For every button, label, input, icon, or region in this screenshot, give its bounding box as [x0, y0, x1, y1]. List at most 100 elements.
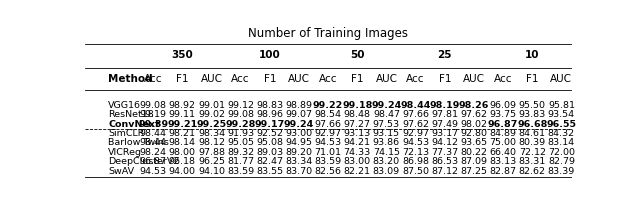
- Text: 93.00: 93.00: [285, 129, 312, 138]
- Text: Acc: Acc: [494, 74, 513, 84]
- Text: 86.98: 86.98: [402, 157, 429, 166]
- Text: 94.12: 94.12: [431, 138, 458, 147]
- Text: 94.53: 94.53: [402, 138, 429, 147]
- Text: 83.00: 83.00: [344, 157, 371, 166]
- Text: 75.00: 75.00: [490, 138, 516, 147]
- Text: F1: F1: [351, 74, 364, 84]
- Text: 95.81: 95.81: [548, 101, 575, 110]
- Text: 92.97: 92.97: [315, 129, 342, 138]
- Text: 82.47: 82.47: [256, 157, 284, 166]
- Text: Acc: Acc: [319, 74, 337, 84]
- Text: 93.86: 93.86: [373, 138, 400, 147]
- Text: Barlow Twins: Barlow Twins: [108, 138, 169, 147]
- Text: 25: 25: [438, 50, 452, 60]
- Text: AUC: AUC: [376, 74, 397, 84]
- Text: F1: F1: [438, 74, 451, 84]
- Text: 87.50: 87.50: [402, 167, 429, 176]
- Text: 99.25: 99.25: [196, 120, 227, 128]
- Text: 98.54: 98.54: [315, 110, 342, 119]
- Text: 83.34: 83.34: [285, 157, 312, 166]
- Text: 83.20: 83.20: [373, 157, 400, 166]
- Text: 84.32: 84.32: [548, 129, 575, 138]
- Text: 98.24: 98.24: [140, 148, 166, 157]
- Text: 93.65: 93.65: [460, 138, 488, 147]
- Text: 99.12: 99.12: [227, 101, 254, 110]
- Text: 83.70: 83.70: [285, 167, 312, 176]
- Text: 87.12: 87.12: [431, 167, 458, 176]
- Text: 98.83: 98.83: [256, 101, 284, 110]
- Text: 74.33: 74.33: [344, 148, 371, 157]
- Text: 96.87: 96.87: [488, 120, 518, 128]
- Text: 99.28: 99.28: [225, 120, 256, 128]
- Text: 98.00: 98.00: [169, 148, 196, 157]
- Text: 96.68: 96.68: [517, 120, 547, 128]
- Text: 98.12: 98.12: [198, 138, 225, 147]
- Text: 83.39: 83.39: [548, 167, 575, 176]
- Text: AUC: AUC: [288, 74, 310, 84]
- Text: 86.53: 86.53: [431, 157, 458, 166]
- Text: 89.03: 89.03: [256, 148, 284, 157]
- Text: 83.31: 83.31: [518, 157, 546, 166]
- Text: 99.39: 99.39: [138, 120, 168, 128]
- Text: 82.21: 82.21: [344, 167, 371, 176]
- Text: 91.93: 91.93: [227, 129, 254, 138]
- Text: 99.17: 99.17: [255, 120, 285, 128]
- Text: Number of Training Images: Number of Training Images: [248, 27, 408, 40]
- Text: 94.53: 94.53: [140, 167, 166, 176]
- Text: 74.15: 74.15: [373, 148, 400, 157]
- Text: 99.07: 99.07: [285, 110, 312, 119]
- Text: 98.47: 98.47: [373, 110, 400, 119]
- Text: 83.59: 83.59: [227, 167, 254, 176]
- Text: 92.52: 92.52: [256, 129, 284, 138]
- Text: 99.24: 99.24: [371, 101, 401, 110]
- Text: 99.22: 99.22: [313, 101, 343, 110]
- Text: 96.25: 96.25: [198, 157, 225, 166]
- Text: 99.11: 99.11: [169, 110, 196, 119]
- Text: SwAV: SwAV: [108, 167, 134, 176]
- Text: AUC: AUC: [200, 74, 223, 84]
- Text: 93.83: 93.83: [518, 110, 546, 119]
- Text: 95.05: 95.05: [227, 138, 254, 147]
- Text: VICReg: VICReg: [108, 148, 142, 157]
- Text: 93.54: 93.54: [548, 110, 575, 119]
- Text: 99.24: 99.24: [284, 120, 314, 128]
- Text: DeepClusterV2: DeepClusterV2: [108, 157, 179, 166]
- Text: ResNet18: ResNet18: [108, 110, 154, 119]
- Text: 99.01: 99.01: [198, 101, 225, 110]
- Text: 98.48: 98.48: [344, 110, 371, 119]
- Text: 98.19: 98.19: [429, 101, 460, 110]
- Text: F1: F1: [526, 74, 538, 84]
- Text: 72.12: 72.12: [519, 148, 546, 157]
- Text: VGG16: VGG16: [108, 101, 141, 110]
- Text: 83.55: 83.55: [256, 167, 284, 176]
- Text: 92.80: 92.80: [460, 129, 488, 138]
- Text: 98.44: 98.44: [401, 101, 431, 110]
- Text: 83.59: 83.59: [314, 157, 342, 166]
- Text: SimCLR: SimCLR: [108, 129, 145, 138]
- Text: 77.37: 77.37: [431, 148, 458, 157]
- Text: 97.53: 97.53: [373, 120, 400, 128]
- Text: F1: F1: [264, 74, 276, 84]
- Text: 96.55: 96.55: [547, 120, 577, 128]
- Text: 83.13: 83.13: [490, 157, 516, 166]
- Text: AUC: AUC: [550, 74, 572, 84]
- Text: 98.92: 98.92: [169, 101, 196, 110]
- Text: 98.44: 98.44: [140, 138, 166, 147]
- Text: Acc: Acc: [406, 74, 425, 84]
- Text: Method: Method: [108, 74, 153, 84]
- Text: 98.02: 98.02: [460, 120, 488, 128]
- Text: 97.66: 97.66: [315, 120, 342, 128]
- Text: 95.50: 95.50: [519, 101, 546, 110]
- Text: 99.08: 99.08: [140, 101, 166, 110]
- Text: 84.89: 84.89: [490, 129, 516, 138]
- Text: 95.08: 95.08: [256, 138, 284, 147]
- Text: Acc: Acc: [231, 74, 250, 84]
- Text: 98.44: 98.44: [140, 129, 166, 138]
- Text: 94.00: 94.00: [169, 167, 196, 176]
- Text: 97.62: 97.62: [460, 110, 488, 119]
- Text: 99.19: 99.19: [140, 110, 166, 119]
- Text: 97.49: 97.49: [431, 120, 458, 128]
- Text: 93.17: 93.17: [431, 129, 458, 138]
- Text: 87.25: 87.25: [460, 167, 488, 176]
- Text: 97.88: 97.88: [198, 148, 225, 157]
